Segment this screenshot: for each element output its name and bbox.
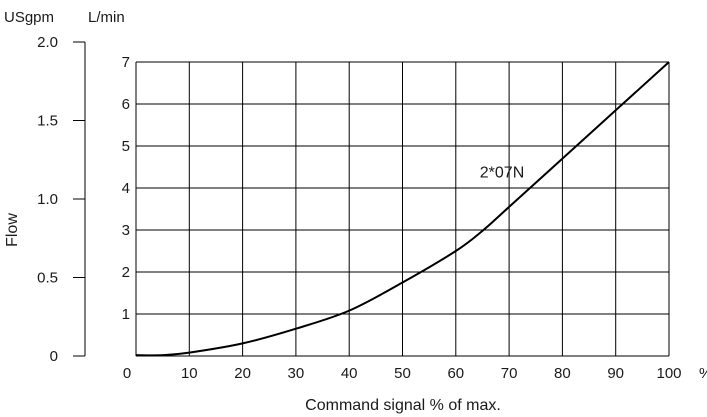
series-group bbox=[135, 61, 670, 357]
x-tick-label: 10 bbox=[181, 365, 198, 382]
x-tick-label: 20 bbox=[234, 365, 251, 382]
series-label: 2*07N bbox=[480, 165, 524, 182]
y-axis-title: Flow bbox=[4, 213, 21, 247]
left-axis-unit: USgpm bbox=[4, 9, 54, 26]
usgpm-tick-labels: 0 0.5 1.0 1.5 2.0 bbox=[37, 34, 85, 365]
right-axis-unit: L/min bbox=[88, 9, 125, 26]
x-tick-label: 80 bbox=[554, 365, 571, 382]
lmin-tick-label: 3 bbox=[122, 222, 130, 239]
x-tick-label: 100 bbox=[656, 365, 681, 382]
plot-grid bbox=[135, 61, 670, 357]
x-tick-label: 60 bbox=[447, 365, 464, 382]
lmin-tick-labels: 1 2 3 4 5 6 7 bbox=[122, 54, 130, 323]
x-tick-label: 30 bbox=[288, 365, 305, 382]
usgpm-tick-label: 0 bbox=[50, 348, 58, 365]
lmin-tick-label: 2 bbox=[122, 264, 130, 281]
lmin-tick-label: 5 bbox=[122, 138, 130, 155]
lmin-tick-label: 6 bbox=[122, 96, 130, 113]
x-tick-label: 0 bbox=[123, 365, 131, 382]
lmin-tick-label: 4 bbox=[122, 180, 130, 197]
lmin-tick-label: 1 bbox=[122, 306, 130, 323]
usgpm-tick-label: 1.5 bbox=[37, 113, 58, 130]
x-tick-label: 50 bbox=[394, 365, 411, 382]
usgpm-tick-label: 0.5 bbox=[37, 270, 58, 287]
usgpm-tick-label: 2.0 bbox=[37, 34, 58, 51]
x-axis-unit: % bbox=[699, 365, 707, 382]
usgpm-tick-label: 1.0 bbox=[37, 191, 58, 208]
x-tick-label: 40 bbox=[341, 365, 358, 382]
x-axis-title: Command signal % of max. bbox=[305, 397, 501, 414]
x-tick-labels: 0 10 20 30 40 50 60 70 80 90 100 bbox=[123, 365, 682, 382]
lmin-tick-label: 7 bbox=[122, 54, 130, 71]
x-tick-label: 70 bbox=[501, 365, 518, 382]
x-tick-label: 90 bbox=[607, 365, 624, 382]
series-line bbox=[135, 61, 670, 357]
